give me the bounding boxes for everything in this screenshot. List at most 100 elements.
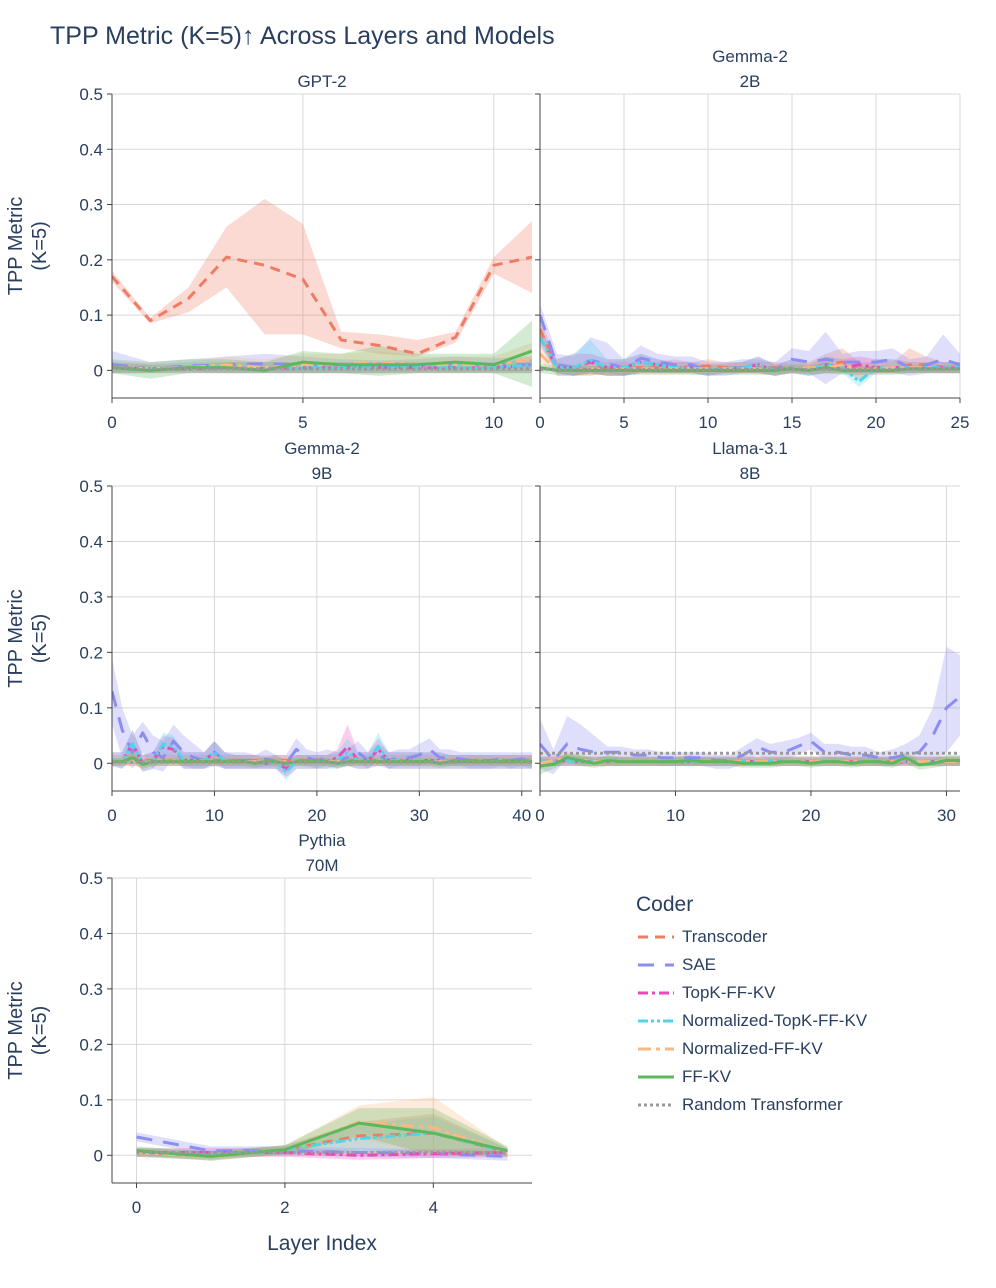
y-tick-label: 0 — [94, 754, 103, 773]
band-normalized-ff-kv — [136, 1097, 508, 1161]
panel-4: 0 10 20 30 Llama-3.1 8B — [535, 439, 960, 825]
y-tick-label: 0 — [94, 1146, 103, 1165]
legend-label: Transcoder — [682, 927, 768, 946]
y-tick-label: 0.1 — [79, 306, 103, 325]
legend-swatch — [638, 1019, 674, 1023]
y-tick-label: 0.1 — [79, 699, 103, 718]
legend-label: Random Transformer — [682, 1095, 843, 1114]
legend-label: FF-KV — [682, 1067, 732, 1086]
panel-title: Llama-3.1 — [712, 439, 788, 458]
band-ff-kv — [136, 1108, 508, 1161]
band-topk-ff-kv — [112, 724, 532, 778]
x-tick-label: 4 — [429, 1198, 438, 1217]
series-line-sae — [112, 690, 532, 765]
y-tick-label: 0 — [94, 361, 103, 380]
legend-label: Normalized-TopK-FF-KV — [682, 1011, 868, 1030]
legend-item-topk-ff-kv[interactable]: TopK-FF-KV — [636, 979, 867, 1007]
panel-title: GPT-2 — [297, 72, 346, 91]
panel-3: 0 0.1 0.2 0.3 0.4 0.5 0 10 20 30 40 Gemma-2 9B TPP Me… — [5, 439, 532, 825]
x-tick-label: 0 — [107, 806, 116, 825]
x-tick-label: 2 — [280, 1198, 289, 1217]
legend-items: Transcoder SAE TopK-FF-KV Normalized-TopK-F… — [636, 923, 867, 1119]
legend-label: SAE — [682, 955, 717, 974]
plot-area — [540, 304, 960, 387]
series-line-transcoder — [112, 255, 532, 356]
legend-label: TopK-FF-KV — [682, 983, 776, 1002]
band-transcoder — [112, 199, 532, 357]
series-line-normalized-topk-ff-kv — [112, 742, 532, 774]
series-line-ff-kv — [112, 349, 532, 372]
y-tick-label: 0.2 — [79, 1035, 103, 1054]
series-line-ff-kv — [136, 1121, 508, 1158]
legend-swatch — [638, 963, 674, 967]
x-tick-label: 15 — [783, 413, 802, 432]
y-tick-label: 0.2 — [79, 643, 103, 662]
x-tick-label: 0 — [535, 806, 544, 825]
legend-item-random-transformer[interactable]: Random Transformer — [636, 1091, 867, 1119]
legend-title: Coder — [636, 893, 694, 916]
y-tick-label: 0.5 — [79, 85, 103, 104]
band-sae — [112, 657, 532, 775]
series-line-normalized-topk-ff-kv — [540, 336, 960, 383]
band-normalized-topk-ff-kv — [540, 328, 960, 387]
legend: Coder Transcoder SAE TopK-FF-KV Normalized-… — [636, 893, 867, 1119]
y-tick-label: 0.3 — [79, 980, 103, 999]
plot-area — [540, 646, 960, 775]
panel-title: 2B — [740, 72, 761, 91]
x-tick-label: 20 — [867, 413, 886, 432]
series-line-ff-kv — [540, 756, 960, 768]
panel-title: 8B — [740, 464, 761, 483]
legend-item-sae[interactable]: SAE — [636, 951, 867, 979]
series-line-topk-ff-kv — [136, 1151, 508, 1157]
legend-swatch — [638, 935, 674, 939]
x-tick-label: 10 — [666, 806, 685, 825]
legend-item-transcoder[interactable]: Transcoder — [636, 923, 867, 951]
legend-label: Normalized-FF-KV — [682, 1039, 823, 1058]
x-tick-label: 0 — [535, 413, 544, 432]
legend-item-normalized-topk-ff-kv[interactable]: Normalized-TopK-FF-KV — [636, 1007, 867, 1035]
y-tick-label: 0.4 — [79, 924, 103, 943]
panel-title: Gemma-2 — [712, 47, 788, 66]
legend-item-normalized-ff-kv[interactable]: Normalized-FF-KV — [636, 1035, 867, 1063]
x-tick-label: 30 — [410, 806, 429, 825]
x-tick-label: 5 — [619, 413, 628, 432]
x-tick-label: 25 — [951, 413, 970, 432]
x-tick-label: 40 — [512, 806, 531, 825]
panel-title: 9B — [312, 464, 333, 483]
y-axis-label: TPP Metric (K=5) — [5, 589, 51, 688]
panel-5: 0 0.1 0.2 0.3 0.4 0.5 0 2 4 Pythia 70M TPP Metric (K… — [5, 831, 532, 1217]
legend-item-ff-kv[interactable]: FF-KV — [636, 1063, 867, 1091]
x-tick-label: 10 — [484, 413, 503, 432]
y-tick-label: 0.3 — [79, 196, 103, 215]
y-axis-label: TPP Metric (K=5) — [5, 197, 51, 296]
x-tick-label: 0 — [132, 1198, 141, 1217]
x-tick-label: 20 — [307, 806, 326, 825]
y-tick-label: 0.2 — [79, 251, 103, 270]
legend-swatch — [638, 1075, 674, 1079]
panel-title: Gemma-2 — [284, 439, 360, 458]
legend-swatch — [638, 1047, 674, 1051]
legend-swatch — [638, 1103, 674, 1107]
x-tick-label: 10 — [205, 806, 224, 825]
x-tick-label: 5 — [298, 413, 307, 432]
series-line-random-transformer — [112, 366, 532, 371]
x-axis-label: Layer Index — [267, 1232, 377, 1255]
plot-area — [112, 657, 532, 780]
panel-2: 0 5 10 15 20 25 Gemma-2 2B — [535, 47, 969, 432]
y-tick-label: 0.4 — [79, 532, 103, 551]
y-tick-label: 0.4 — [79, 140, 103, 159]
panel-title: Pythia — [298, 831, 346, 850]
legend-swatch — [638, 991, 674, 995]
y-axis-label: TPP Metric (K=5) — [5, 981, 51, 1080]
plot-area — [112, 199, 532, 387]
x-tick-label: 0 — [107, 413, 116, 432]
panel-1: 0 0.1 0.2 0.3 0.4 0.5 0 5 10 GPT-2 TPP Metric (K=5) — [5, 72, 532, 432]
x-tick-label: 10 — [699, 413, 718, 432]
y-tick-label: 0.5 — [79, 869, 103, 888]
x-tick-label: 30 — [937, 806, 956, 825]
figure-title: TPP Metric (K=5)↑ Across Layers and Mode… — [50, 22, 555, 50]
x-tick-label: 20 — [802, 806, 821, 825]
y-tick-label: 0.5 — [79, 477, 103, 496]
y-tick-label: 0.3 — [79, 588, 103, 607]
